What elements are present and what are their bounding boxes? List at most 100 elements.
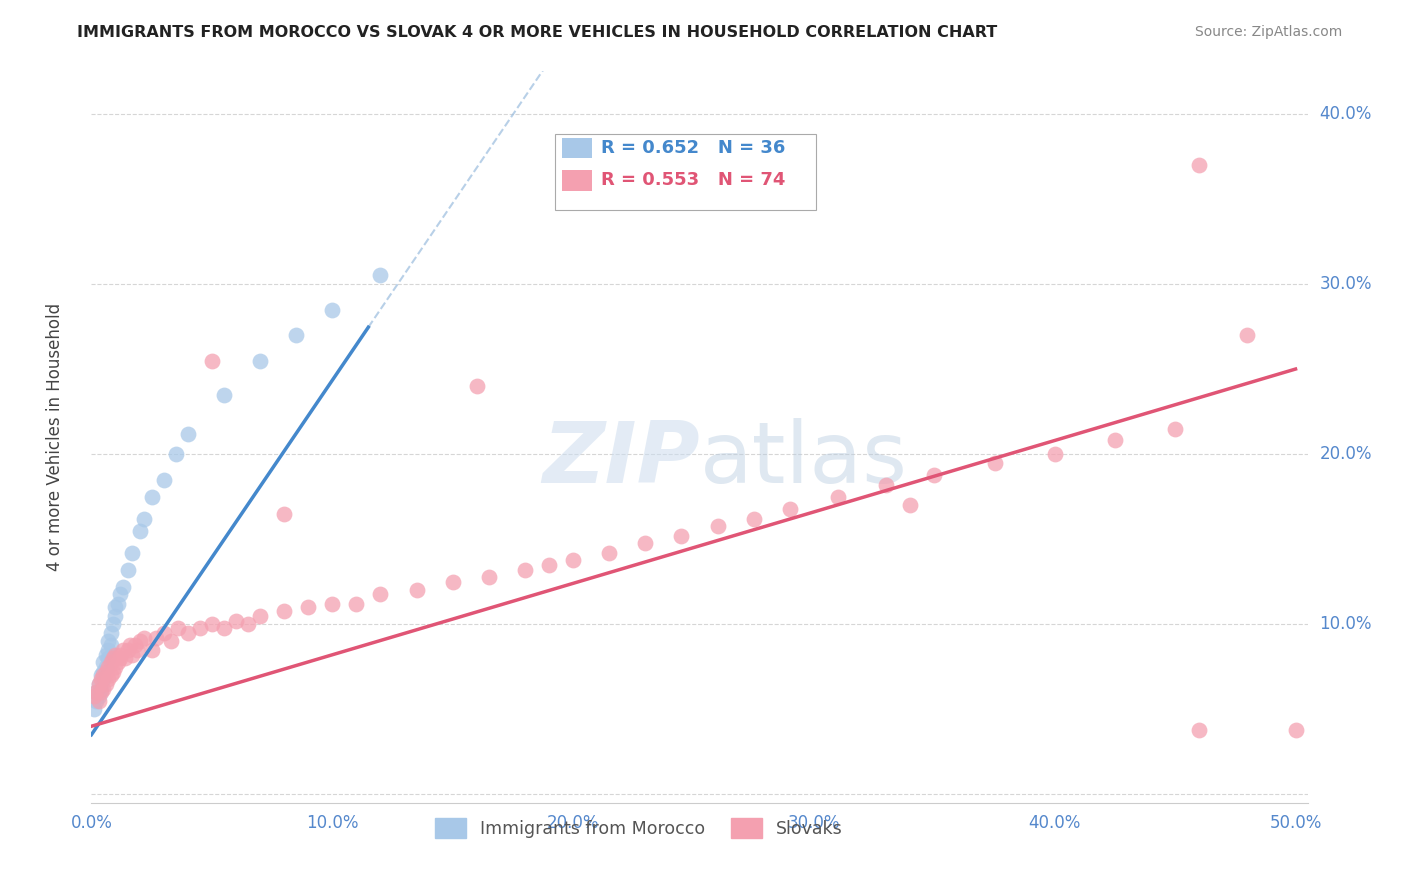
Point: [141, 642, 163, 657]
Point: [249, 608, 271, 623]
Point: [87, 677, 110, 691]
Point: [165, 447, 187, 461]
Point: [90, 681, 112, 696]
Legend: Immigrants from Morocco, Slovaks: Immigrants from Morocco, Slovaks: [427, 812, 849, 846]
Text: atlas: atlas: [699, 417, 907, 500]
Point: [344, 597, 367, 611]
Point: [273, 507, 295, 521]
Point: [742, 512, 765, 526]
Point: [405, 583, 427, 598]
Point: [297, 600, 319, 615]
Point: [104, 659, 127, 673]
Point: [875, 477, 897, 491]
Point: [117, 563, 139, 577]
Point: [110, 651, 132, 665]
Point: [212, 387, 235, 401]
Point: [121, 648, 143, 662]
Text: R = 0.652   N = 36: R = 0.652 N = 36: [600, 139, 786, 157]
Point: [87, 677, 110, 691]
Point: [97, 659, 120, 673]
Point: [101, 665, 124, 679]
Bar: [562, 170, 592, 191]
Point: [1104, 434, 1126, 448]
Point: [249, 353, 271, 368]
Point: [90, 685, 112, 699]
Point: [1043, 447, 1066, 461]
Point: [513, 563, 536, 577]
Point: [111, 642, 134, 657]
Point: [93, 672, 115, 686]
Point: [90, 672, 112, 686]
Point: [177, 426, 200, 441]
Text: 40.0%: 40.0%: [1320, 105, 1372, 123]
Y-axis label: 4 or more Vehicles in Household: 4 or more Vehicles in Household: [45, 303, 63, 571]
Point: [127, 642, 149, 657]
Point: [97, 672, 120, 686]
Point: [100, 625, 122, 640]
Point: [104, 600, 127, 615]
Text: IMMIGRANTS FROM MOROCCO VS SLOVAK 4 OR MORE VEHICLES IN HOUSEHOLD CORRELATION CH: IMMIGRANTS FROM MOROCCO VS SLOVAK 4 OR M…: [77, 25, 998, 40]
Point: [121, 546, 143, 560]
Bar: [562, 138, 592, 159]
Point: [87, 694, 110, 708]
Point: [1188, 723, 1211, 737]
Point: [111, 580, 134, 594]
Point: [983, 456, 1005, 470]
Point: [671, 529, 693, 543]
Point: [562, 552, 585, 566]
Point: [101, 651, 124, 665]
Point: [104, 608, 127, 623]
Point: [134, 512, 156, 526]
Point: [117, 642, 139, 657]
Point: [83, 702, 105, 716]
Point: [128, 524, 150, 538]
Point: [188, 621, 211, 635]
Point: [201, 617, 224, 632]
Text: R = 0.553   N = 74: R = 0.553 N = 74: [600, 171, 786, 189]
Point: [100, 668, 122, 682]
Point: [90, 668, 112, 682]
Point: [225, 614, 247, 628]
Point: [93, 681, 115, 696]
Point: [114, 651, 136, 665]
Point: [827, 490, 849, 504]
Point: [537, 558, 560, 572]
Text: 20.0%: 20.0%: [1320, 445, 1372, 463]
Point: [107, 597, 129, 611]
Point: [273, 604, 295, 618]
Point: [94, 677, 117, 691]
Point: [634, 535, 657, 549]
Point: [236, 617, 259, 632]
Point: [1236, 328, 1258, 343]
Point: [1188, 158, 1211, 172]
Point: [1164, 421, 1187, 435]
Point: [779, 501, 801, 516]
Point: [100, 655, 122, 669]
Point: [94, 648, 117, 662]
Point: [100, 638, 122, 652]
Point: [167, 621, 190, 635]
Point: [201, 353, 224, 368]
Point: [84, 685, 107, 699]
Point: [110, 648, 132, 662]
Point: [141, 490, 163, 504]
Point: [160, 634, 183, 648]
Point: [107, 655, 129, 669]
Point: [94, 665, 117, 679]
Point: [1284, 723, 1306, 737]
Point: [898, 498, 921, 512]
Text: ZIP: ZIP: [541, 417, 699, 500]
Point: [212, 621, 235, 635]
Point: [134, 631, 156, 645]
Point: [128, 634, 150, 648]
Text: Source: ZipAtlas.com: Source: ZipAtlas.com: [1195, 25, 1343, 39]
Text: 30.0%: 30.0%: [1320, 275, 1372, 293]
Point: [94, 659, 117, 673]
Point: [93, 668, 115, 682]
Point: [83, 689, 105, 703]
Point: [152, 473, 174, 487]
Point: [441, 574, 464, 589]
Point: [478, 569, 501, 583]
Point: [124, 638, 146, 652]
Text: 10.0%: 10.0%: [1320, 615, 1372, 633]
